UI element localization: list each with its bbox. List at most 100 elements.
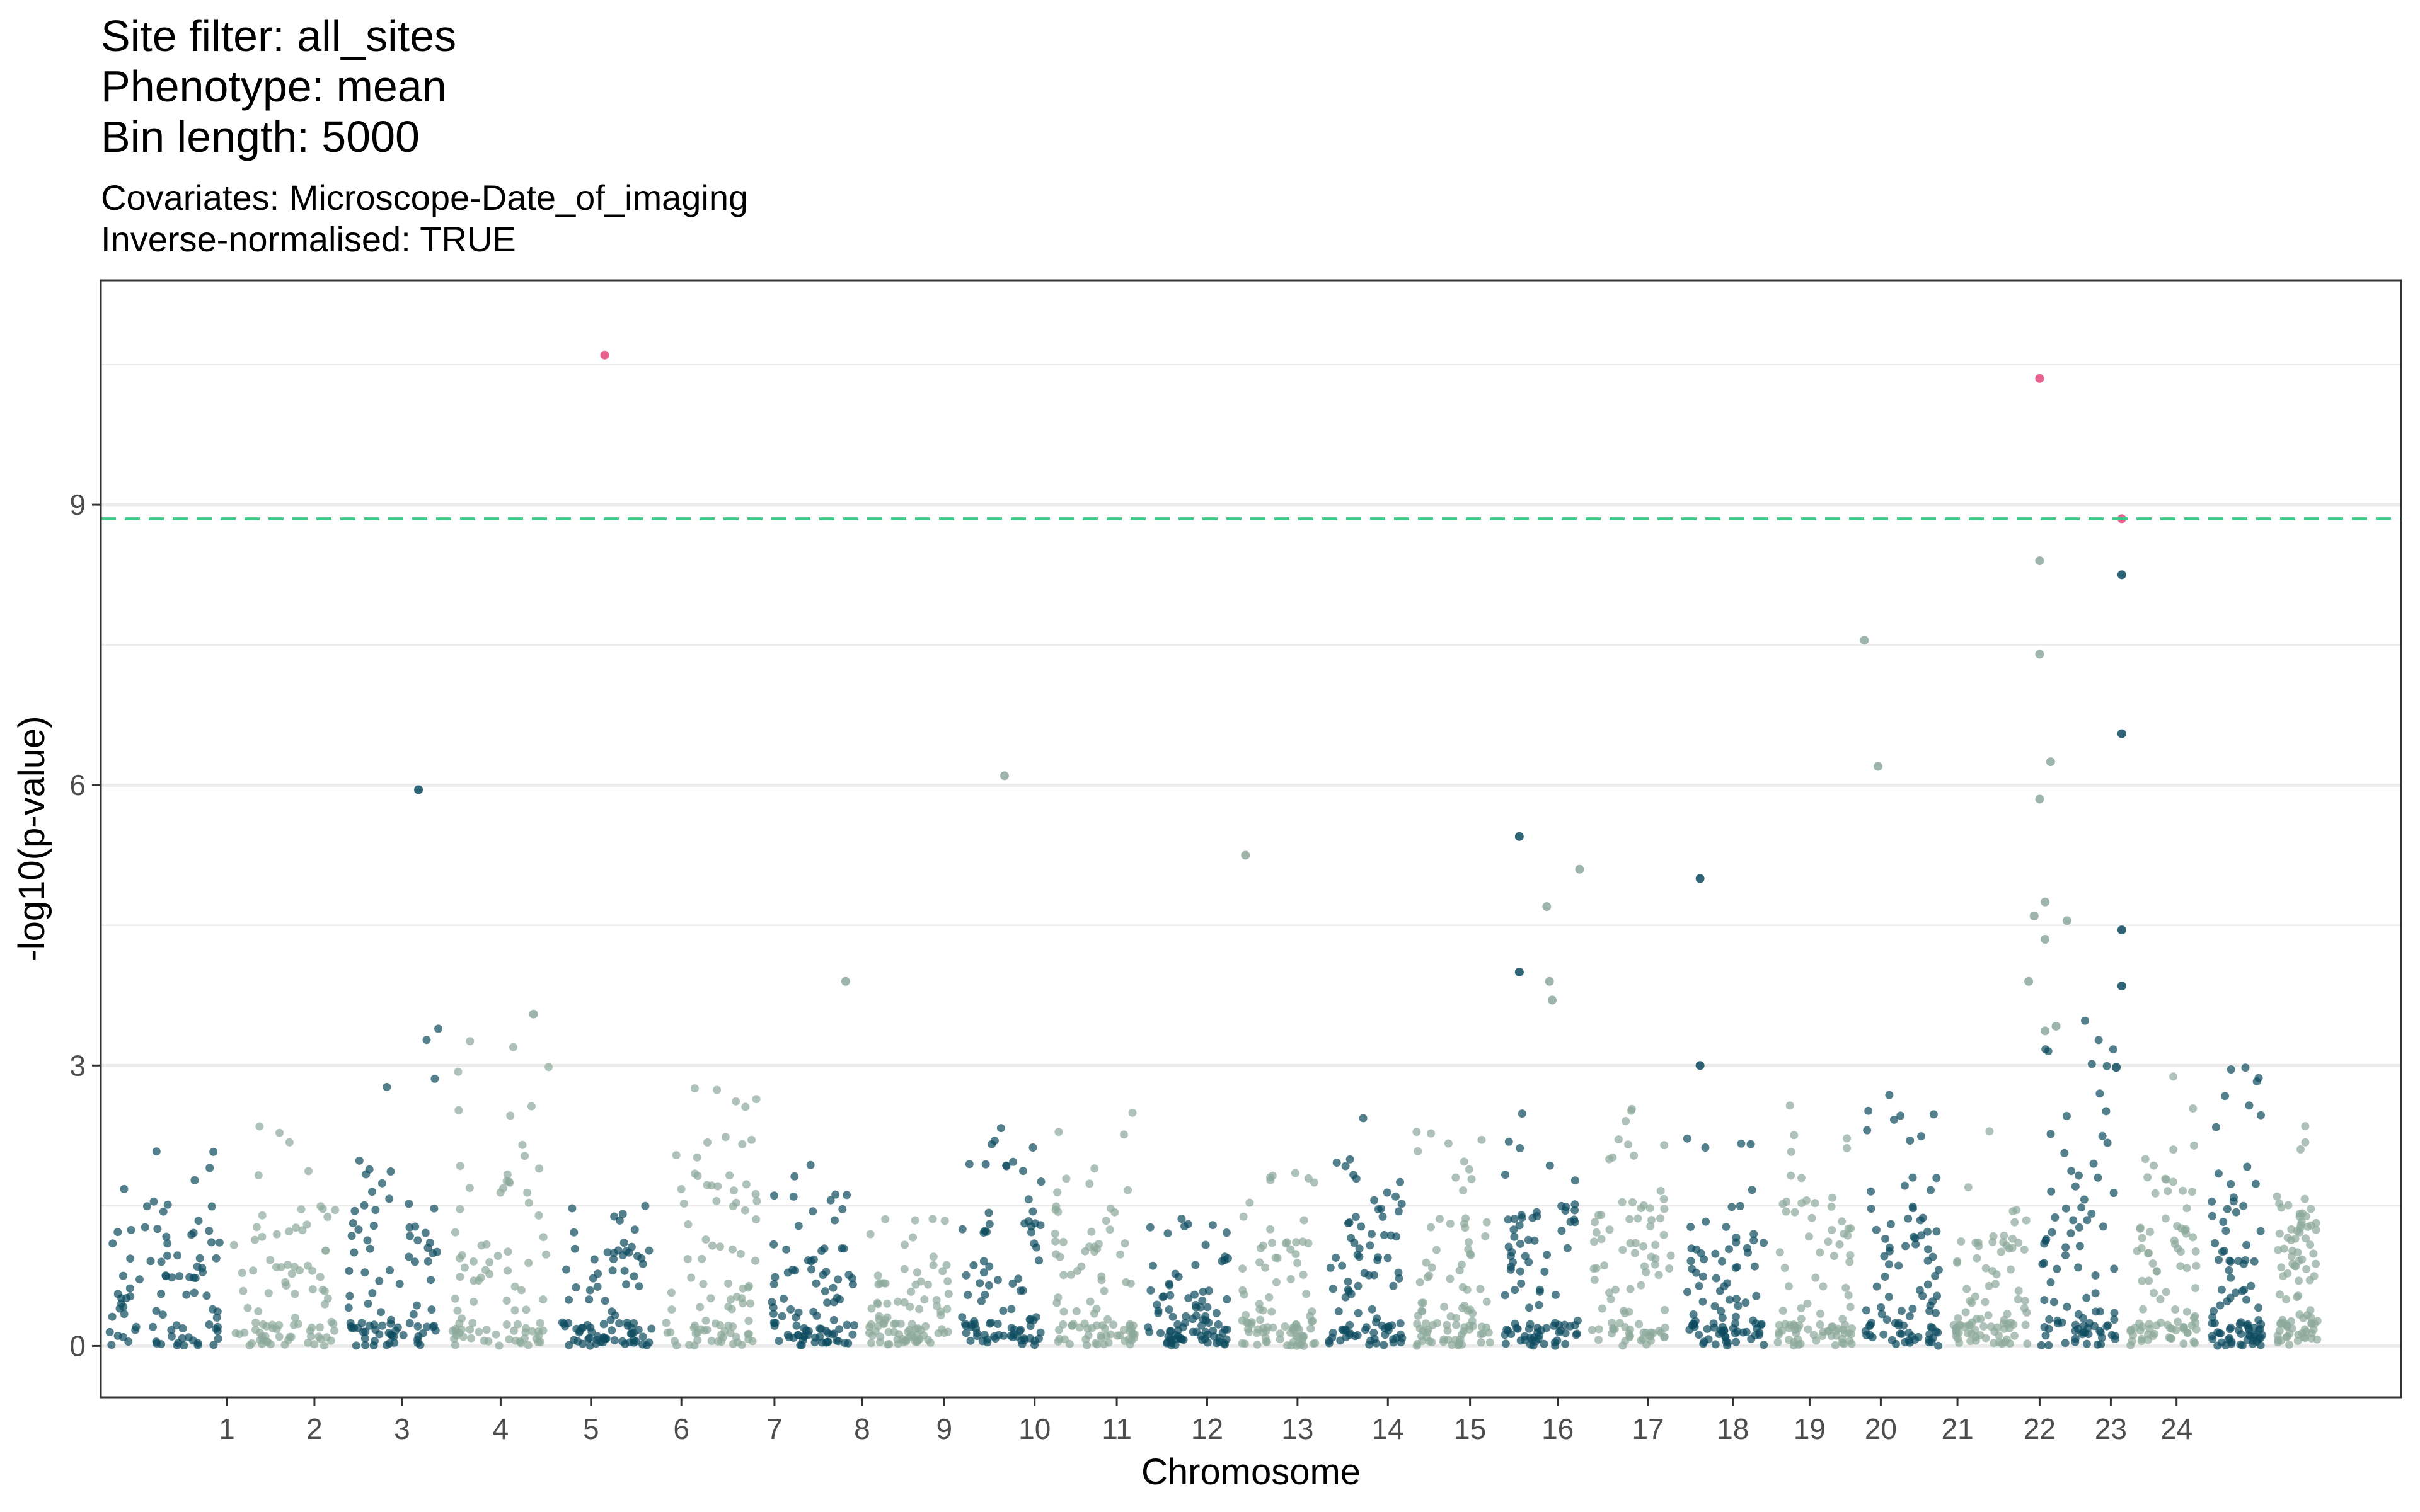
data-point [390, 1338, 399, 1347]
data-point [1511, 1286, 1519, 1295]
x-tick-label: 1 [219, 1412, 235, 1445]
data-point [368, 1188, 376, 1196]
data-point [1787, 1147, 1795, 1156]
data-point [2138, 1234, 2146, 1242]
data-point [1516, 1144, 1524, 1152]
data-point [742, 1180, 751, 1189]
data-point [2234, 1257, 2243, 1266]
data-point [1606, 1295, 1615, 1303]
x-tick-label: 10 [1018, 1412, 1051, 1445]
data-point [620, 1266, 629, 1275]
data-point [2061, 1204, 2070, 1213]
data-point [603, 1248, 612, 1257]
data-point [744, 1283, 752, 1292]
data-point [726, 1295, 735, 1304]
data-point [1960, 1322, 1969, 1331]
data-point [589, 1274, 597, 1283]
data-point [769, 1309, 778, 1318]
data-point [503, 1170, 512, 1179]
data-point [1880, 1252, 1889, 1261]
data-point [1660, 1205, 1669, 1213]
data-point [2128, 1337, 2136, 1346]
data-point [2282, 1295, 2291, 1303]
data-point [934, 1329, 943, 1337]
data-point [2060, 1148, 2069, 1157]
data-point [2219, 1218, 2228, 1226]
data-point [965, 1160, 974, 1169]
data-point [900, 1264, 909, 1273]
data-point [1396, 1177, 1405, 1186]
data-point [377, 1179, 386, 1188]
data-point [1266, 1225, 1275, 1234]
data-point [1911, 1336, 1920, 1344]
data-point [2162, 1288, 2170, 1297]
data-point [1440, 1302, 1449, 1311]
data-point [1016, 1286, 1025, 1295]
x-axis: 1 2 3 4 5 6 7 8 9 10 11 12 13 14 15 16 17 18 19 20 21 22 23 24 [219, 1397, 2192, 1445]
data-point [981, 1160, 990, 1169]
data-point [1083, 1324, 1092, 1333]
data-point [1181, 1319, 1190, 1327]
data-point [1526, 1340, 1535, 1349]
data-point [350, 1248, 359, 1257]
outlier-point [841, 976, 850, 986]
data-point [2150, 1288, 2158, 1297]
data-point [2285, 1340, 2293, 1349]
data-point [876, 1332, 885, 1341]
data-point [1299, 1332, 1308, 1341]
data-point [884, 1327, 893, 1336]
data-point [2009, 1320, 2018, 1329]
data-point [593, 1332, 602, 1341]
data-point [839, 1244, 848, 1253]
data-point [2014, 1286, 2023, 1295]
data-point [405, 1319, 414, 1327]
data-point [1925, 1307, 1934, 1315]
data-point [2208, 1197, 2216, 1206]
x-tick-label: 17 [1632, 1412, 1664, 1445]
data-point [2302, 1234, 2310, 1243]
data-point [1501, 1339, 1510, 1348]
data-point [1660, 1141, 1669, 1150]
data-point [988, 1140, 996, 1148]
data-point [1031, 1219, 1039, 1228]
data-point [1501, 1291, 1509, 1300]
data-point [258, 1339, 266, 1348]
data-point [2049, 1298, 2058, 1307]
significant-point [600, 350, 609, 360]
data-point [1482, 1218, 1491, 1227]
data-point [1995, 1331, 2003, 1340]
data-point [544, 1063, 553, 1072]
data-point [1036, 1328, 1045, 1337]
data-point [1507, 1263, 1515, 1271]
data-point [835, 1325, 844, 1334]
data-point [1518, 1213, 1526, 1222]
data-point [287, 1269, 296, 1278]
data-point [2022, 1309, 2031, 1317]
data-point [207, 1238, 216, 1247]
data-point [527, 1102, 536, 1111]
data-point [1731, 1312, 1740, 1321]
data-point [1932, 1309, 1940, 1317]
data-point [1868, 1333, 1877, 1342]
data-point [1635, 1320, 1644, 1329]
data-point [1908, 1202, 1917, 1211]
data-point [2167, 1334, 2176, 1343]
data-point [1639, 1328, 1648, 1337]
data-point [1085, 1242, 1093, 1251]
data-point [2240, 1285, 2249, 1294]
data-point [386, 1167, 395, 1176]
data-point [1524, 1324, 1533, 1333]
data-point [984, 1281, 993, 1290]
data-point [1573, 1316, 1582, 1325]
data-point [2044, 1047, 2053, 1056]
data-point [2216, 1301, 2225, 1310]
data-point [1051, 1229, 1059, 1238]
data-point [1701, 1143, 1710, 1152]
data-point [1790, 1131, 1799, 1140]
data-point [829, 1283, 838, 1292]
data-point [1308, 1307, 1317, 1316]
data-point [1027, 1228, 1035, 1237]
data-point [1019, 1167, 1027, 1176]
data-point [909, 1233, 918, 1242]
